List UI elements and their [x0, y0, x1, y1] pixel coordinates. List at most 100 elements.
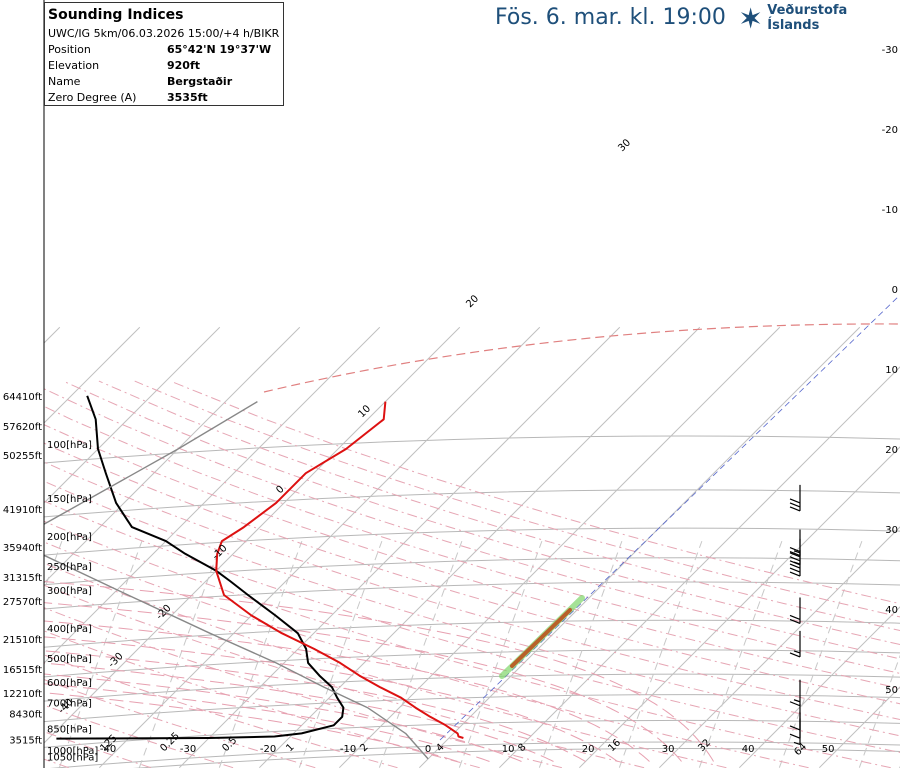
- info-key: Elevation: [48, 59, 100, 72]
- isobar-line: [44, 619, 900, 648]
- brand-logo[interactable]: Veðurstofa Íslands: [738, 3, 900, 33]
- height-tick-label: 57620ft: [3, 422, 42, 433]
- moist-adiabat-line: [44, 581, 714, 762]
- dry-adiabat-line: [44, 480, 900, 737]
- isotherm-line: [578, 446, 900, 768]
- pressure-tick-label: 850[hPa]: [47, 724, 92, 735]
- isotherm-inline-label: -30: [106, 651, 125, 670]
- wind-barb-half: [793, 741, 801, 746]
- isotherm-inline-label: 10: [356, 403, 373, 420]
- dry-adiabat-line: [134, 380, 900, 618]
- wind-barb-full: [789, 552, 801, 558]
- isotherm-inline-label: -20: [154, 603, 173, 622]
- series-temperature-line: [215, 401, 464, 739]
- moist-adiabat-line: [44, 620, 650, 762]
- pressure-tick-label: 300[hPa]: [47, 586, 92, 597]
- dry-adiabat-line: [44, 500, 900, 753]
- wind-barb-half: [793, 699, 801, 703]
- bottom-temp-tick: 50: [822, 744, 835, 755]
- pressure-tick-label: 200[hPa]: [47, 532, 92, 543]
- plot-area: [44, 294, 900, 768]
- isotherm-line: [98, 326, 541, 768]
- height-tick-label: 35940ft: [3, 543, 42, 554]
- wind-barb-full: [789, 725, 801, 731]
- mixing-ratio-label: 32: [696, 737, 713, 754]
- isotherm-line: [498, 366, 900, 768]
- pressure-tick-label: 250[hPa]: [47, 562, 92, 573]
- info-row-elevation: Elevation 920ft: [48, 58, 283, 74]
- pressure-tick-label: 500[hPa]: [47, 654, 92, 665]
- isobar-line: [44, 489, 900, 518]
- bottom-temp-tick: -20: [260, 744, 276, 755]
- height-tick-label: 50255ft: [3, 451, 42, 462]
- wind-barb: [789, 679, 801, 707]
- info-run-row: UWC/IG 5km/06.03.2026 15:00/+4 h/BIKR: [48, 26, 283, 42]
- isobar-line: [50, 741, 900, 768]
- isotherm-line: [818, 686, 900, 768]
- mixing-ratio-label: 0.25: [158, 731, 182, 755]
- wind-barb-full: [789, 506, 801, 512]
- right-temp-tick: 50: [885, 685, 898, 696]
- info-value: 3535ft: [167, 91, 208, 104]
- dry-adiabat-line: [44, 405, 900, 674]
- pressure-tick-label: 100[hPa]: [47, 440, 92, 451]
- isobar-line: [44, 649, 900, 678]
- isotherm-line: [44, 326, 221, 504]
- info-key: Position: [48, 43, 91, 56]
- wind-barb-full: [789, 502, 801, 508]
- mixing-ratio-line: [58, 540, 143, 768]
- moist-adiabat-line: [44, 662, 554, 762]
- series-dewpoint-line: [56, 395, 345, 740]
- bottom-temp-tick: 30: [662, 744, 675, 755]
- height-tick-label: 31315ft: [3, 573, 42, 584]
- mixing-ratio-line: [858, 654, 900, 768]
- wind-barb-full: [789, 551, 801, 557]
- pressure-tick-label: 600[hPa]: [47, 678, 92, 689]
- height-tick-label: 41910ft: [3, 505, 42, 516]
- wind-barb: [789, 484, 801, 512]
- wind-barb-full: [789, 618, 801, 625]
- mixing-ratio-line: [698, 540, 783, 768]
- mixing-ratio-line: [218, 540, 303, 768]
- isotherm-line: [418, 326, 861, 768]
- wind-barb: [789, 630, 801, 658]
- wind-barb-full: [789, 733, 801, 739]
- mixing-ratio-line: [538, 540, 623, 768]
- height-tick-label: 21510ft: [3, 635, 42, 646]
- pressure-tick-label: 1000[hPa]: [47, 746, 98, 757]
- mixing-ratio-line: [298, 540, 383, 768]
- wind-barb-full: [789, 614, 801, 621]
- mixing-ratio-line: [618, 540, 703, 768]
- forecast-time-title: Fös. 6. mar. kl. 19:00: [495, 5, 726, 30]
- wind-barb-full: [789, 701, 801, 707]
- star-icon: [740, 7, 761, 29]
- isotherm-line: [178, 326, 621, 768]
- instability-band: [499, 595, 585, 679]
- dry-adiabat-line: [44, 424, 900, 689]
- bottom-temp-tick: 0: [425, 744, 431, 755]
- dry-adiabat-line: [44, 541, 809, 768]
- isotherm-line: [738, 606, 900, 768]
- height-tick-label: 8430ft: [9, 710, 42, 721]
- isotherm-inline-label: -10: [210, 543, 229, 562]
- wind-barb-full: [789, 498, 801, 504]
- height-tick-label: 16515ft: [3, 665, 42, 676]
- sounding-indices-box: Sounding Indices UWC/IG 5km/06.03.2026 1…: [44, 2, 284, 106]
- isobar-line: [44, 581, 900, 610]
- mixing-ratio-line: [44, 540, 63, 592]
- isotherm-line: [44, 326, 461, 744]
- pressure-tick-label: 150[hPa]: [47, 494, 92, 505]
- isotherm-line: [44, 326, 301, 584]
- right-temp-tick: 0: [892, 285, 898, 296]
- wind-barb-full: [789, 567, 801, 573]
- bottom-temp-tick: -30: [180, 744, 196, 755]
- dry-adiabat-line: [44, 442, 900, 705]
- bottom-temp-tick: 20: [582, 744, 595, 755]
- wind-barb: [789, 597, 801, 625]
- info-value: 920ft: [167, 59, 201, 72]
- moist-adiabat-line: [44, 692, 458, 762]
- wind-barb-full: [789, 652, 801, 658]
- mixing-ratio-label: 64: [792, 741, 809, 758]
